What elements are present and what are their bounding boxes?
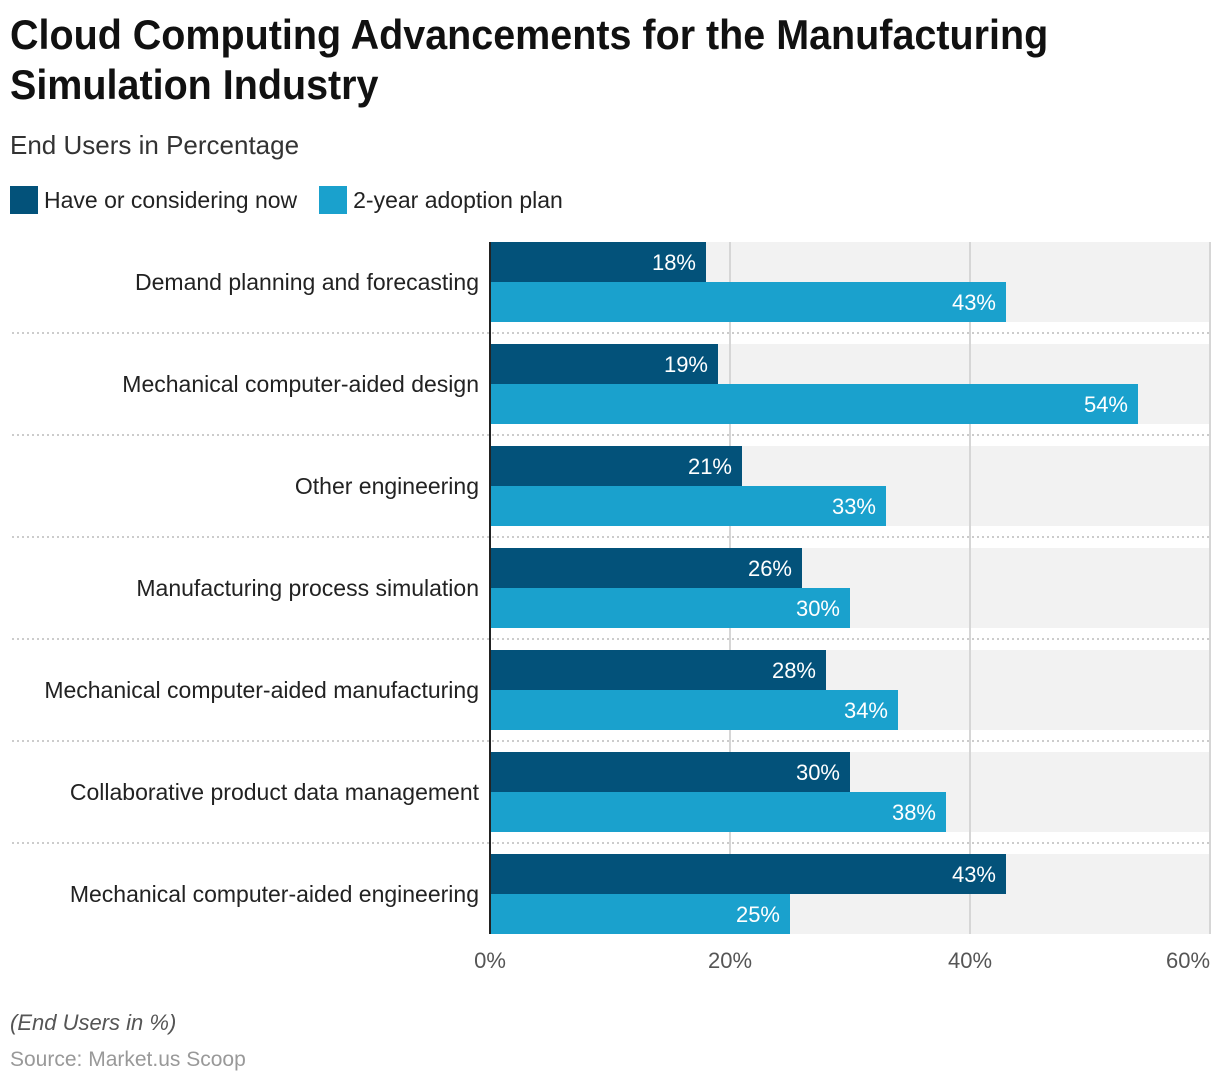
chart-title: Cloud Computing Advancements for the Man… <box>10 11 1049 108</box>
bar-series1 <box>491 548 802 588</box>
data-label: 34% <box>844 698 888 723</box>
bar-series2 <box>491 690 898 730</box>
bar-series1 <box>491 752 850 792</box>
data-label: 33% <box>832 494 876 519</box>
data-label: 25% <box>736 902 780 927</box>
data-label: 30% <box>796 760 840 785</box>
x-tick-label: 20% <box>708 948 752 973</box>
category-label: Demand planning and forecasting <box>135 269 479 295</box>
source: Source: Market.us Scoop <box>10 1048 246 1071</box>
legend-item-series2[interactable]: 2-year adoption plan <box>319 186 563 214</box>
data-label: 19% <box>664 352 708 377</box>
category-label: Other engineering <box>295 473 479 499</box>
category-label: Manufacturing process simulation <box>136 575 479 601</box>
data-label: 43% <box>952 290 996 315</box>
data-label: 38% <box>892 800 936 825</box>
chart-subtitle: End Users in Percentage <box>10 130 300 160</box>
legend: Have or considering now 2-year adoption … <box>10 186 563 214</box>
bar-series1 <box>491 242 706 282</box>
category-label: Mechanical computer-aided design <box>122 371 479 397</box>
bar-series1 <box>491 344 718 384</box>
bar-series1 <box>491 446 742 486</box>
data-label: 54% <box>1084 392 1128 417</box>
data-label: 43% <box>952 862 996 887</box>
data-label: 21% <box>688 454 732 479</box>
bar-series2 <box>491 588 850 628</box>
data-label: 18% <box>652 250 696 275</box>
bar-series2 <box>491 894 790 934</box>
category-label: Collaborative product data management <box>70 779 480 805</box>
legend-item-series1[interactable]: Have or considering now <box>10 186 297 214</box>
category-label: Mechanical computer-aided engineering <box>70 881 479 907</box>
bar-series2 <box>491 486 886 526</box>
x-tick-label: 40% <box>948 948 992 973</box>
legend-swatch-series1 <box>10 186 38 214</box>
x-tick-label: 60% <box>1166 948 1210 973</box>
data-label: 26% <box>748 556 792 581</box>
bar-series2 <box>491 792 946 832</box>
legend-label-series2: 2-year adoption plan <box>353 186 563 213</box>
x-tick-label: 0% <box>474 948 506 973</box>
category-label: Mechanical computer-aided manufacturing <box>44 677 479 703</box>
bar-series2 <box>491 282 1006 322</box>
bar-series2 <box>491 384 1138 424</box>
bar-series1 <box>491 854 1006 894</box>
footnote: (End Users in %) <box>10 1010 177 1035</box>
plot-area: 0% 20% 40% 60% Demand planning and forecasti… <box>12 242 1211 973</box>
legend-swatch-series2 <box>319 186 348 214</box>
legend-label-series1: Have or considering now <box>44 186 298 213</box>
data-label: 30% <box>796 596 840 621</box>
data-label: 28% <box>772 658 816 683</box>
bar-series1 <box>491 650 826 690</box>
